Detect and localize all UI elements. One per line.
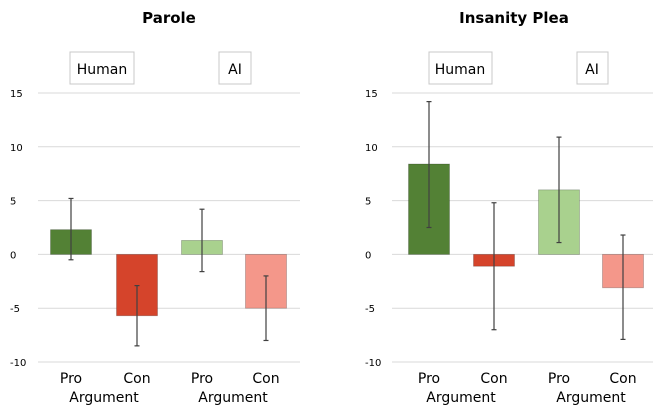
y-tick-label: 5 <box>10 197 16 208</box>
y-tick-label: 5 <box>365 197 371 208</box>
y-tick-label: -5 <box>365 304 375 315</box>
x-tick-label: Pro <box>60 371 82 387</box>
group-label-box-0 <box>69 51 135 85</box>
y-tick-label: 0 <box>10 250 16 261</box>
group-label-box-0 <box>428 51 493 85</box>
y-tick-label: -5 <box>10 304 20 315</box>
y-tick-label: 0 <box>365 250 371 261</box>
group-axis-label-0: Argument <box>69 390 139 406</box>
y-tick-label: 15 <box>10 89 23 100</box>
y-tick-label: -10 <box>10 358 26 369</box>
group-label-0: Human <box>435 62 486 78</box>
group-label-1: AI <box>585 62 599 78</box>
group-label-1: AI <box>228 62 242 78</box>
group-label-box-1 <box>218 51 252 85</box>
y-tick-label: 15 <box>365 89 378 100</box>
chart-title: Parole <box>142 9 196 27</box>
x-tick-label: Pro <box>191 371 213 387</box>
group-axis-label-1: Argument <box>198 390 268 406</box>
x-tick-label: Con <box>480 371 507 387</box>
x-tick-label: Pro <box>418 371 440 387</box>
x-tick-label: Con <box>123 371 150 387</box>
y-tick-label: -10 <box>365 358 381 369</box>
x-tick-label: Con <box>609 371 636 387</box>
chart-title: Insanity Plea <box>459 9 569 27</box>
group-label-box-1 <box>576 51 609 85</box>
y-tick-label: 10 <box>10 143 23 154</box>
group-label-0: Human <box>77 62 128 78</box>
y-tick-label: 10 <box>365 143 378 154</box>
x-tick-label: Con <box>252 371 279 387</box>
group-axis-label-1: Argument <box>556 390 626 406</box>
x-tick-label: Pro <box>548 371 570 387</box>
chart-panel-0: Parole Human AI -10 -5 0 5 10 15 Pro Con Pro Con Argu… <box>10 9 300 406</box>
chart-panel-1: Insanity Plea Human AI -10 -5 0 5 10 15 Pro Con Pro… <box>365 9 653 406</box>
group-axis-label-0: Argument <box>426 390 496 406</box>
